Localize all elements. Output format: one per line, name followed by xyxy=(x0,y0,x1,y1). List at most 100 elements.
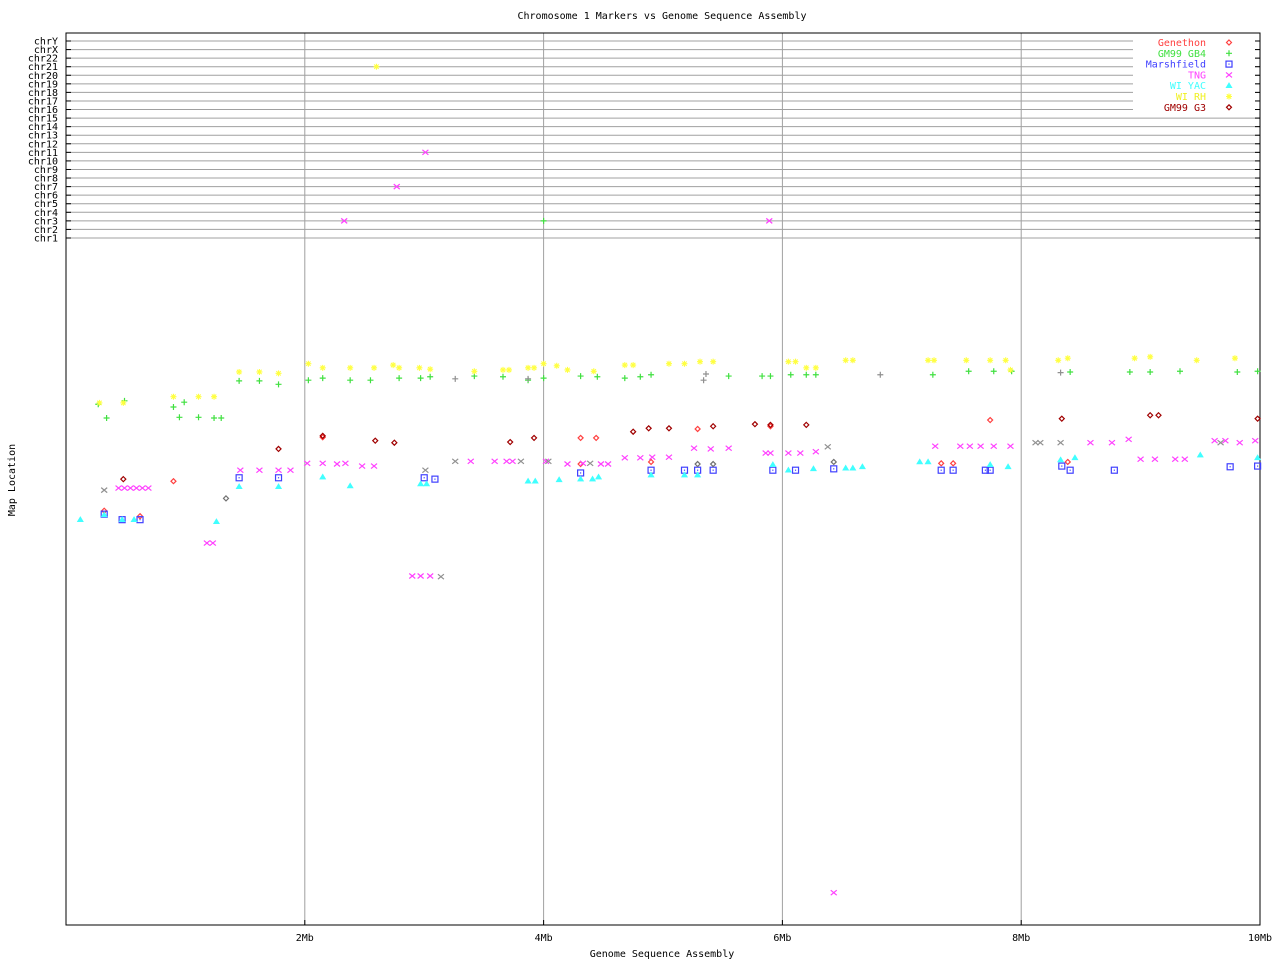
legend-item: GM99 G3 xyxy=(1164,103,1233,114)
data-point xyxy=(564,366,571,373)
data-point xyxy=(145,485,152,492)
y-tick-label: chr5 xyxy=(34,199,58,210)
data-point xyxy=(579,460,587,467)
data-point xyxy=(1055,357,1062,364)
data-point xyxy=(1147,368,1154,375)
x-tick-label: 2Mb xyxy=(296,933,314,944)
data-point xyxy=(553,362,560,369)
y-tick-label: chrY xyxy=(34,37,58,48)
data-point xyxy=(1057,369,1064,376)
data-point xyxy=(849,464,857,471)
data-point xyxy=(371,364,378,371)
data-point xyxy=(858,463,866,470)
y-tick-label: chr4 xyxy=(34,208,58,219)
data-point xyxy=(136,512,144,520)
data-point xyxy=(694,425,701,433)
data-point xyxy=(451,458,459,465)
grid-lines xyxy=(66,33,1260,925)
data-point xyxy=(665,360,672,367)
data-point xyxy=(1221,437,1229,444)
data-point xyxy=(275,381,282,388)
data-point xyxy=(540,375,547,382)
data-point xyxy=(222,495,230,502)
data-point xyxy=(427,373,434,380)
data-point xyxy=(1002,357,1009,364)
data-point xyxy=(417,375,424,382)
data-point xyxy=(648,454,656,461)
series-wi-yac xyxy=(76,451,1262,525)
legend-marker-icon xyxy=(1225,39,1233,46)
plot-frame xyxy=(65,32,1261,926)
data-point xyxy=(76,516,84,522)
data-point xyxy=(212,518,220,525)
data-point xyxy=(986,466,994,474)
data-point xyxy=(119,475,127,483)
data-point xyxy=(500,373,507,380)
data-point-other-chromosome xyxy=(393,183,401,190)
data-point xyxy=(370,463,378,470)
data-point xyxy=(1036,439,1044,446)
data-point xyxy=(594,373,601,380)
data-point xyxy=(937,466,945,474)
data-point xyxy=(1155,411,1162,419)
data-point xyxy=(1064,355,1071,362)
data-point xyxy=(802,421,810,429)
data-point xyxy=(127,485,134,492)
data-point xyxy=(577,469,585,477)
data-point xyxy=(115,485,122,492)
data-point xyxy=(136,516,144,524)
data-point xyxy=(665,424,673,432)
data-point xyxy=(680,471,689,478)
y-tick-label: chr21 xyxy=(28,62,58,73)
data-point xyxy=(597,461,605,467)
data-point xyxy=(990,443,998,450)
legend-marker-icon xyxy=(1226,93,1232,100)
data-point xyxy=(956,443,964,450)
legend-item: TNG xyxy=(1188,70,1233,81)
data-point xyxy=(1058,462,1066,470)
data-point xyxy=(1071,454,1079,461)
data-point xyxy=(170,393,177,400)
data-point xyxy=(120,399,127,406)
data-point xyxy=(1231,355,1238,362)
legend-background xyxy=(1133,36,1255,117)
legend-item: GM99 GB4 xyxy=(1158,49,1232,60)
data-point xyxy=(694,460,701,468)
data-point xyxy=(503,458,510,465)
data-point xyxy=(417,573,425,579)
data-point xyxy=(803,364,810,371)
legend-label: GM99 GB4 xyxy=(1158,49,1206,60)
data-point xyxy=(1171,456,1179,463)
data-point xyxy=(218,414,225,421)
data-point xyxy=(525,364,532,371)
data-point xyxy=(842,464,850,471)
data-point xyxy=(963,357,970,364)
data-point xyxy=(130,516,138,522)
data-point xyxy=(367,377,374,384)
data-point xyxy=(256,368,263,375)
data-point xyxy=(100,511,108,518)
legend-label: WI YAC xyxy=(1170,81,1206,92)
y-tick-label: chr7 xyxy=(34,182,58,193)
x-tick-label: 8Mb xyxy=(1012,933,1030,944)
data-point xyxy=(709,422,717,430)
data-point xyxy=(1236,439,1244,446)
y-tick-label: chr6 xyxy=(34,191,58,202)
data-point xyxy=(796,450,804,456)
data-point xyxy=(342,460,349,467)
data-point xyxy=(1196,451,1204,458)
data-point-other-chromosome xyxy=(373,63,380,70)
legend-item: Marshfield xyxy=(1146,60,1233,71)
series-unlabeled-7 xyxy=(100,439,1224,580)
y-tick-label: chr14 xyxy=(28,122,58,133)
series-tng xyxy=(115,149,1259,896)
data-point xyxy=(709,460,717,468)
y-tick-label: chr11 xyxy=(28,148,58,159)
data-point xyxy=(471,368,478,375)
data-point xyxy=(426,573,434,579)
data-point xyxy=(925,357,932,364)
data-point xyxy=(525,375,532,382)
data-point xyxy=(681,360,688,367)
data-point xyxy=(1234,368,1241,375)
data-point xyxy=(1147,353,1154,360)
